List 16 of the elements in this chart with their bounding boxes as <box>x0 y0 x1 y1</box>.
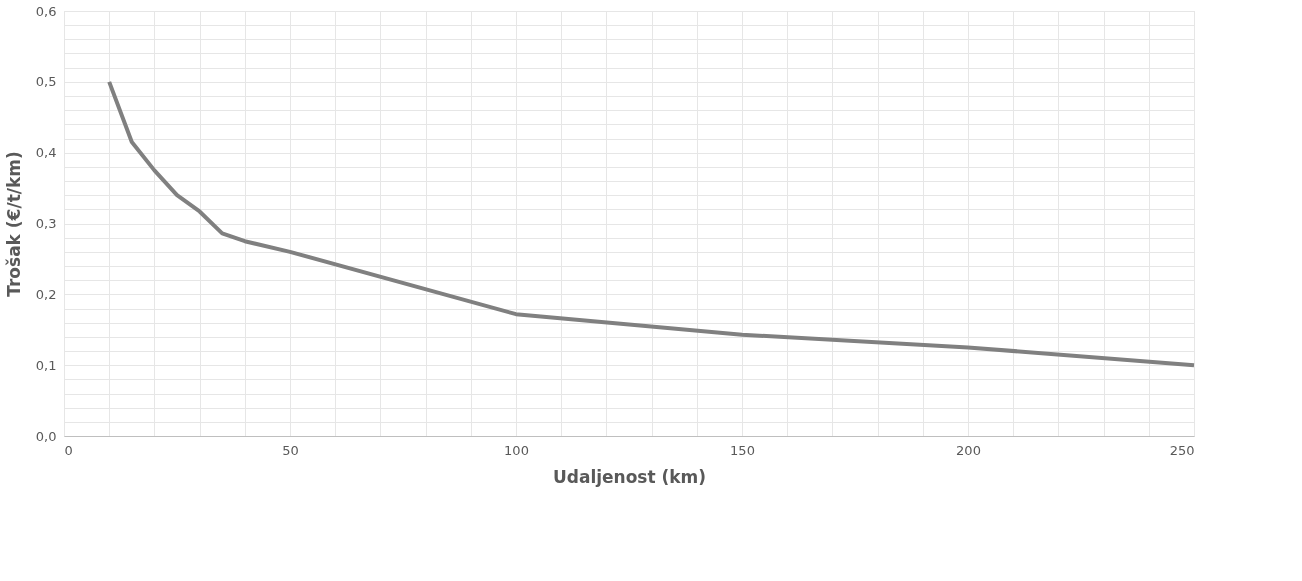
y-tick-label: 0,1 <box>35 357 57 373</box>
x-tick-label: 0 <box>64 442 73 458</box>
x-tick-label: 200 <box>956 442 981 458</box>
x-tick-label: 150 <box>730 442 755 458</box>
y-tick-label: 0,2 <box>35 286 57 302</box>
y-tick-label: 0,3 <box>35 216 57 231</box>
y-tick-label: 0,5 <box>35 74 57 90</box>
x-tick-label: 100 <box>504 442 529 458</box>
y-tick-label: 0,6 <box>35 3 57 19</box>
line-series <box>107 79 1196 368</box>
y-tick-label: 0,4 <box>35 145 57 161</box>
x-axis-title: Udaljenost (km) <box>552 466 707 487</box>
y-axis-title: Trošak (€/t/km) <box>3 151 24 297</box>
x-tick-label: 250 <box>1169 442 1195 458</box>
y-tick-label: 0,0 <box>35 428 57 444</box>
x-tick-label: 50 <box>282 442 299 458</box>
